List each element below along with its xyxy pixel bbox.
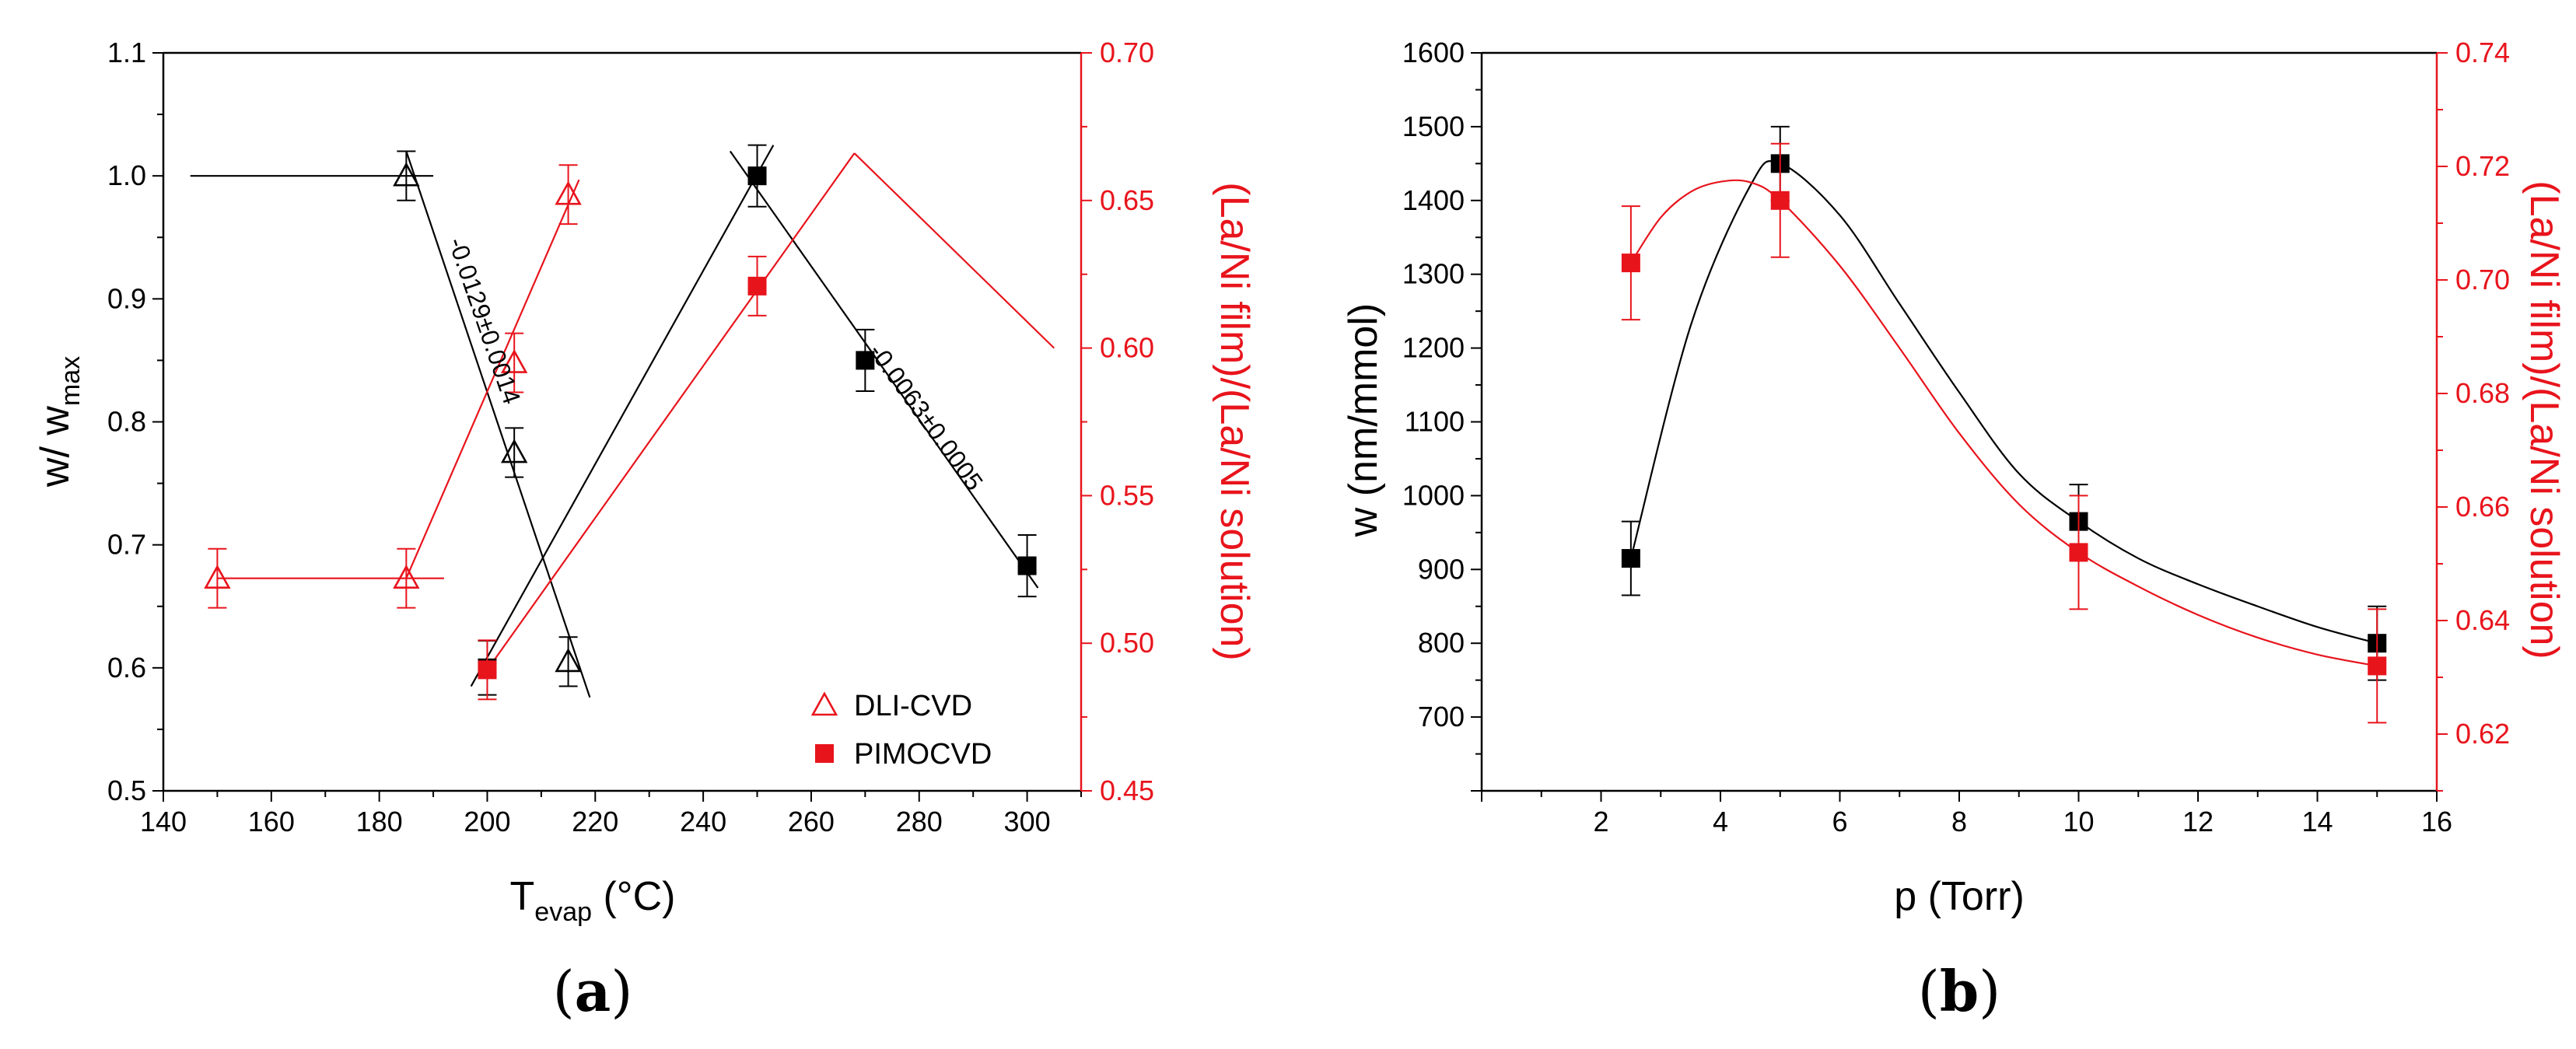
- y-tick-label: 1.0: [107, 159, 146, 191]
- y2-tick-label: 0.45: [1100, 775, 1154, 806]
- y2-tick-label: 0.50: [1100, 627, 1154, 659]
- y-tick-label: 1600: [1402, 37, 1465, 68]
- y-tick-label: 1.1: [107, 37, 146, 68]
- y-tick-label: 800: [1418, 627, 1465, 659]
- x-tick-label: 180: [356, 806, 403, 837]
- x-tick-label: 220: [572, 806, 618, 837]
- y2-tick-label: 0.74: [2455, 37, 2510, 68]
- y-tick-label: 900: [1418, 553, 1465, 585]
- y2-tick-label: 0.70: [1100, 37, 1154, 68]
- data-point: [2069, 543, 2088, 562]
- data-point: [500, 439, 528, 463]
- x-tick-label: 140: [140, 806, 187, 837]
- panel-a-x-axis-title: Tevap (°C): [510, 874, 676, 927]
- y2-tick-label: 0.62: [2455, 718, 2510, 750]
- y2-tick-label: 0.60: [1100, 332, 1154, 364]
- panel-b-x-axis-title: p (Torr): [1894, 874, 2025, 919]
- panel-a-plot-area: 140 160 180 200 220 240 260 280 300 0.5 0.6 0.7 0.8 0…: [107, 37, 1154, 837]
- svg-text:w/ wmax: w/ wmax: [33, 356, 86, 488]
- x-tick-label: 16: [2421, 806, 2452, 837]
- y-tick-label: 700: [1418, 701, 1465, 733]
- legend-square-marker: [815, 744, 834, 763]
- x-tick-label: 4: [1713, 806, 1728, 837]
- y-tick-label: 0.9: [107, 282, 146, 314]
- y-tick-label: 0.7: [107, 529, 146, 561]
- data-point: [2368, 656, 2387, 676]
- y2-tick-label: 0.68: [2455, 377, 2510, 409]
- x-tick-label: 240: [680, 806, 726, 837]
- panel-b-plot-area: 2 4 6 8 10 12 14 16 700 800 900 1000 1100 1200 1300 140…: [1402, 37, 2510, 837]
- red-fit-line: [486, 152, 856, 671]
- y-tick-label: 1200: [1402, 332, 1465, 364]
- y2-tick-label: 0.65: [1100, 184, 1154, 216]
- x-tick-label: 280: [896, 806, 943, 837]
- y-tick-label: 1300: [1402, 258, 1465, 290]
- data-point: [393, 565, 420, 589]
- data-point: [393, 162, 420, 187]
- data-point: [500, 348, 528, 373]
- y-tick-label: 1500: [1402, 110, 1465, 142]
- x-tick-label: 14: [2301, 806, 2333, 837]
- panel-a-y-axis-title: w/ wmax: [33, 356, 86, 488]
- black-spline-curve: [1629, 160, 2378, 645]
- y-tick-label: 1400: [1402, 184, 1465, 216]
- y-tick-label: 0.5: [107, 775, 146, 806]
- x-tick-label: 12: [2182, 806, 2214, 837]
- data-point: [1621, 549, 1640, 568]
- x-tick-label: 6: [1832, 806, 1847, 837]
- y2-tick-label: 0.55: [1100, 479, 1154, 511]
- y2-tick-label: 0.70: [2455, 264, 2510, 295]
- x-tick-label: 260: [788, 806, 835, 837]
- black-fit-line: [405, 151, 591, 698]
- y2-tick-label: 0.66: [2455, 491, 2510, 523]
- x-tick-label: 160: [248, 806, 295, 837]
- data-point: [555, 648, 582, 673]
- y2-tick-label: 0.64: [2455, 604, 2510, 636]
- data-point: [555, 180, 582, 205]
- legend-triangle-marker: [810, 691, 838, 716]
- x-tick-label: 2: [1593, 806, 1608, 837]
- panel-b-chart: p (Torr) w (nm/mmol) (La/Ni film)/(La/Ni…: [1341, 37, 2567, 1024]
- x-tick-label: 200: [464, 806, 510, 837]
- legend: DLI-CVD PIMOCVD: [810, 690, 992, 771]
- panel-a-label: (a): [553, 958, 633, 1024]
- panel-a-chart: Tevap (°C) w/ wmax (La/Ni film)/(La/Ni s…: [33, 37, 1257, 1024]
- slope-annotation: -0.0063±0.0005: [863, 338, 989, 495]
- red-fit-line: [405, 179, 580, 579]
- data-point: [747, 166, 767, 186]
- x-tick-label: 10: [2063, 806, 2094, 837]
- data-point: [1017, 556, 1037, 575]
- x-tick-label: 300: [1004, 806, 1051, 837]
- x-tick-label: 8: [1951, 806, 1967, 837]
- y-tick-label: 0.8: [107, 406, 146, 438]
- data-point: [1621, 254, 1640, 273]
- data-point: [478, 660, 497, 680]
- panel-b-y-axis-title: w (nm/mmol): [1341, 303, 1386, 537]
- data-point: [856, 351, 875, 370]
- panel-a-y2-axis-title: (La/Ni film)/(La/Ni solution): [1212, 182, 1257, 661]
- y-tick-label: 1000: [1402, 479, 1465, 511]
- data-point: [747, 276, 767, 295]
- data-point: [204, 565, 231, 589]
- y-tick-label: 0.6: [107, 652, 146, 684]
- red-fit-line: [853, 152, 1055, 349]
- legend-label: DLI-CVD: [854, 690, 972, 722]
- data-point: [1770, 191, 1790, 210]
- legend-label: PIMOCVD: [854, 738, 992, 771]
- y-tick-label: 1100: [1405, 406, 1465, 438]
- panel-b-label: (b): [1918, 958, 2001, 1024]
- black-fit-line: [729, 150, 1039, 589]
- red-spline-curve: [1629, 179, 2378, 667]
- black-fit-line: [470, 145, 775, 687]
- y2-tick-label: 0.72: [2455, 150, 2510, 182]
- svg-text:Tevap (°C): Tevap (°C): [510, 874, 676, 927]
- panel-b-y2-axis-title: (La/Ni film)/(La/Ni solution): [2522, 180, 2567, 659]
